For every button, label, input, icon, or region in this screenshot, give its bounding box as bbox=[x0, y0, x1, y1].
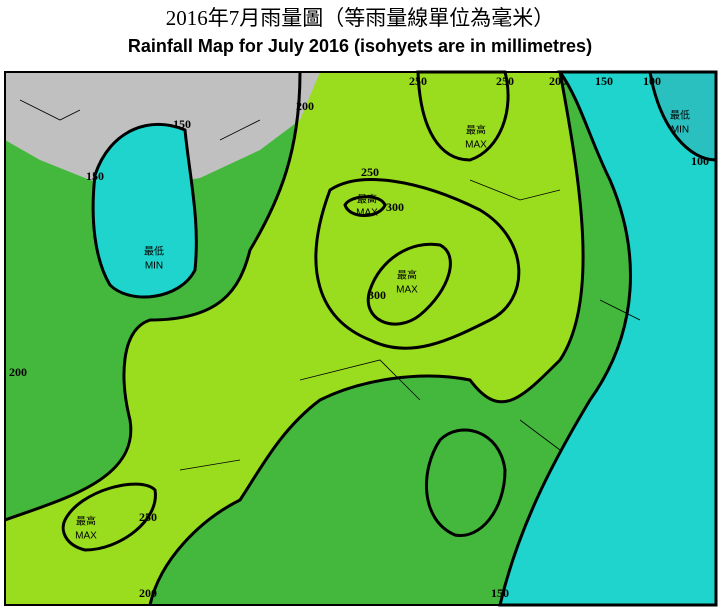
isohyet-200-east bbox=[148, 71, 585, 606]
map-frame bbox=[4, 71, 717, 606]
zone-above-300-b bbox=[343, 195, 387, 217]
isohyet-label: 150 bbox=[595, 74, 613, 88]
isohyet-label: 100 bbox=[643, 74, 661, 88]
title-zh: 2016年7月雨量圖（等雨量線單位為毫米） bbox=[166, 6, 555, 30]
zone-250-300-north bbox=[416, 70, 510, 162]
extreme-zh: 最低 bbox=[670, 109, 690, 122]
isohyet-label: 250 bbox=[139, 510, 157, 524]
isohyet-label: 150 bbox=[173, 117, 191, 131]
isohyet-label: 150 bbox=[86, 169, 104, 183]
map bbox=[4, 70, 718, 607]
zone-250-300-centre bbox=[314, 178, 521, 350]
isohyet-labels: 250 250 200 150 100 150 200 150 250 300 … bbox=[9, 74, 709, 600]
zone-below-150-west bbox=[93, 124, 197, 297]
extreme-zh: 最高 bbox=[76, 515, 96, 528]
zone-above-300-a bbox=[366, 242, 452, 326]
zone-200-250 bbox=[5, 72, 584, 605]
isohyet-label: 150 bbox=[491, 586, 509, 600]
extreme-zh: 最高 bbox=[466, 124, 486, 137]
isohyet-150 bbox=[498, 70, 718, 607]
isohyet-label: 100 bbox=[691, 154, 709, 168]
isohyet-label: 200 bbox=[549, 74, 567, 88]
extreme-en: MAX bbox=[396, 285, 418, 296]
isohyet-label: 300 bbox=[386, 200, 404, 214]
extreme-labels: 最高 MAX 最高 MAX 最高 MAX 最低 MIN 最低 MIN 最高 MA… bbox=[75, 109, 690, 542]
extreme-en: MAX bbox=[75, 531, 97, 542]
extreme-en: MAX bbox=[465, 140, 487, 151]
extreme-zh: 最高 bbox=[357, 193, 377, 206]
coastline bbox=[19, 99, 641, 471]
isohyet-label: 200 bbox=[9, 365, 27, 379]
title-en: Rainfall Map for July 2016 (isohyets are… bbox=[128, 36, 592, 56]
extreme-en: MAX bbox=[356, 208, 378, 219]
zone-below-150-east bbox=[500, 72, 716, 605]
isohyet-label: 250 bbox=[409, 74, 427, 88]
isohyet-label: 300 bbox=[368, 288, 386, 302]
zone-250-300-south bbox=[61, 482, 157, 552]
zone-150-200-south bbox=[425, 428, 507, 538]
isohyet-150-west bbox=[91, 122, 198, 299]
extreme-en: MIN bbox=[145, 261, 163, 272]
isohyet-200-west bbox=[4, 71, 302, 522]
extreme-zh: 最高 bbox=[397, 269, 417, 282]
isohyet-100 bbox=[648, 71, 717, 162]
isohyet-label: 250 bbox=[496, 74, 514, 88]
isohyet-label: 200 bbox=[296, 99, 314, 113]
extreme-en: MIN bbox=[671, 125, 689, 136]
isohyet-label: 250 bbox=[361, 165, 379, 179]
zone-below-100 bbox=[650, 72, 716, 160]
extreme-zh: 最低 bbox=[144, 245, 164, 258]
isohyet-label: 200 bbox=[139, 586, 157, 600]
